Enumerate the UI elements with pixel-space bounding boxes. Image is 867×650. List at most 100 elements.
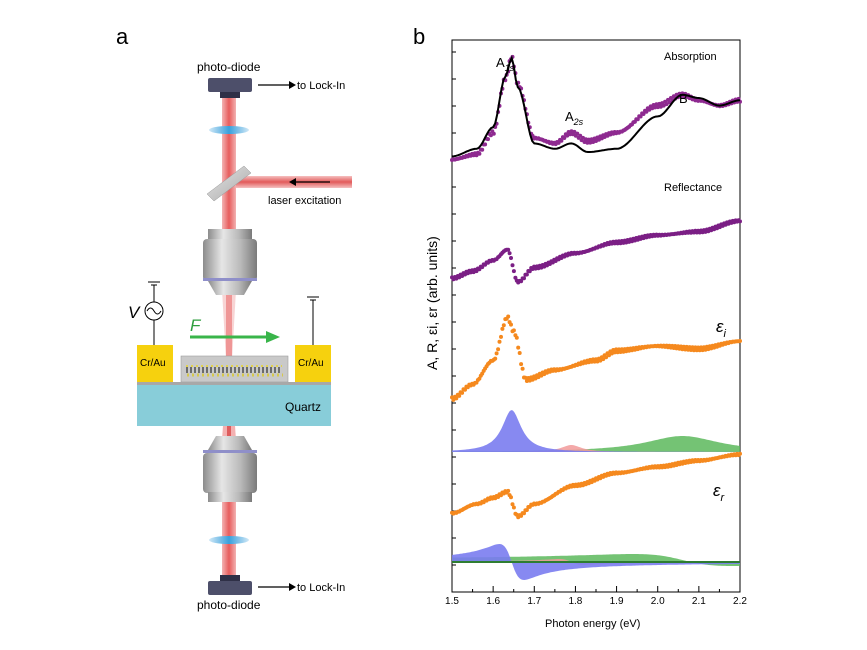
data-point-0: [638, 114, 643, 119]
data-point-0: [572, 129, 577, 134]
panel-a-label: a: [116, 24, 129, 49]
data-point-4: [510, 502, 515, 507]
data-point-4: [509, 495, 513, 500]
x-tick-label: 1.5: [445, 596, 459, 607]
data-point-3: [511, 328, 516, 333]
voltage-symbol: V: [128, 303, 141, 322]
contact-right: [295, 345, 331, 382]
lockin-top-label: to Lock-In: [297, 80, 345, 92]
ground-right: [307, 296, 319, 345]
data-point-3: [519, 362, 524, 367]
data-point-3: [501, 323, 506, 328]
data-point-0: [556, 140, 561, 145]
data-point-3: [499, 334, 503, 339]
arrow-left-icon: [289, 178, 296, 186]
data-point-3: [514, 335, 519, 340]
panel-b-label: b: [413, 24, 425, 49]
arrow-right-icon-bottom: [289, 583, 296, 591]
lens-top: [209, 126, 249, 134]
data-point-2: [511, 269, 516, 274]
data-point-3: [494, 351, 499, 356]
data-point-0: [667, 100, 672, 105]
data-point-3: [457, 393, 462, 398]
data-point-0: [575, 131, 580, 136]
data-point-0: [559, 138, 564, 143]
beam-top: [222, 92, 236, 232]
data-point-3: [496, 347, 501, 352]
data-point-0: [480, 147, 485, 152]
data-point-3: [460, 390, 465, 395]
eps-i-label: εi: [716, 317, 726, 340]
voltage-source: V: [128, 281, 164, 345]
field-symbol: F: [190, 316, 202, 335]
beam-splitter: [206, 165, 252, 202]
data-point-2: [524, 272, 529, 277]
quartz-label: Quartz: [285, 400, 321, 414]
peak-A2s-label: A2s: [565, 109, 584, 127]
x-tick-label: 1.8: [568, 596, 582, 607]
peak-A1s-label: A1s: [496, 55, 515, 73]
reflectance-label: Reflectance: [664, 182, 722, 194]
photodiode-top-label: photo-diode: [197, 60, 261, 74]
data-point-3: [517, 351, 522, 355]
data-point-3: [516, 345, 521, 350]
y-axis-label: A, R, εi, εr (arb. units): [424, 236, 440, 370]
data-point-0: [641, 112, 646, 116]
x-tick-label: 2.1: [692, 596, 706, 607]
data-point-2: [506, 247, 511, 252]
data-point-2: [507, 251, 512, 256]
osc-B-eps-r: [452, 554, 740, 566]
data-point-2: [522, 276, 526, 281]
data-point-4: [506, 488, 511, 493]
data-point-0: [491, 131, 496, 136]
data-point-3: [612, 350, 617, 355]
data-point-3: [738, 339, 742, 343]
x-tick-label: 1.7: [527, 596, 541, 607]
monolayer-lattice: [186, 365, 283, 377]
data-point-0: [664, 102, 669, 107]
data-point-0: [477, 151, 482, 156]
data-point-3: [506, 314, 511, 319]
x-ticks: 1.5 1.6 1.7 1.8 1.9 2.0 2.1 2.2: [445, 586, 747, 607]
panel-a: a photo-diode to Lock-In laser excitatio…: [116, 24, 352, 612]
data-point-3: [604, 355, 609, 360]
photodiode-bottom-label: photo-diode: [197, 598, 261, 612]
data-point-0: [562, 136, 567, 140]
data-point-0: [644, 109, 649, 114]
absorption-fit-line: [451, 55, 741, 158]
data-point-0: [568, 132, 573, 137]
data-point-2: [527, 269, 532, 274]
osc-A1s-eps-i: [452, 410, 740, 452]
data-point-2: [510, 263, 515, 268]
x-tick-label: 1.6: [486, 596, 500, 607]
objective-top: [203, 229, 257, 295]
beam-cone-top: [222, 290, 236, 360]
x-tick-label: 2.2: [733, 596, 747, 607]
quartz-substrate: [137, 382, 331, 426]
data-point-0: [578, 133, 583, 138]
eps-r-label: εr: [713, 481, 725, 504]
photodiode-bottom: [208, 581, 252, 595]
panel-b: b A, R, εi, εr (arb. units) Photon energ…: [413, 24, 747, 630]
x-axis-label: Photon energy (eV): [545, 618, 640, 630]
lockin-bottom-label: to Lock-In: [297, 582, 345, 594]
data-point-3: [463, 387, 467, 392]
data-point-3: [523, 375, 528, 380]
photodiode-top: [208, 78, 252, 92]
objective-bottom: [203, 436, 257, 502]
osc-A2s-eps-i: [452, 445, 740, 452]
oscillator-fills: [452, 410, 740, 580]
osc-B-eps-i: [452, 436, 740, 452]
data-point-3: [454, 396, 459, 401]
contact-right-label: Cr/Au: [298, 358, 324, 369]
data-point-2: [509, 256, 513, 260]
absorption-label: Absorption: [664, 51, 717, 63]
x-tick-label: 2.0: [651, 596, 665, 607]
data-point-3: [497, 339, 502, 344]
data-point-4: [511, 505, 516, 510]
contact-left: [137, 345, 173, 382]
contact-left-label: Cr/Au: [140, 358, 166, 369]
data-points: [450, 54, 742, 520]
data-point-2: [738, 219, 742, 224]
